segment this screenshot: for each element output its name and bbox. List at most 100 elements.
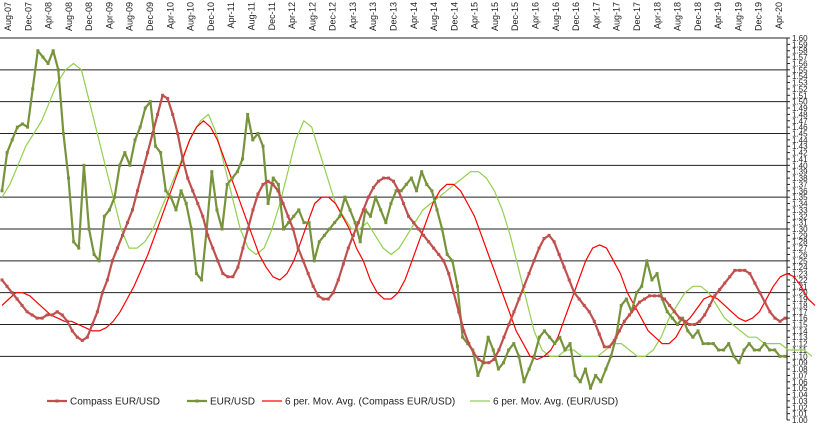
data-point — [26, 125, 30, 129]
data-point — [753, 281, 757, 285]
data-point — [351, 233, 355, 237]
data-point — [5, 151, 9, 155]
data-point — [331, 291, 335, 295]
data-point — [552, 240, 556, 244]
x-tick-label: Apr-10 — [165, 2, 175, 29]
data-point — [627, 313, 631, 317]
y-tick-label: 1.10 — [792, 352, 808, 361]
series-line — [1, 62, 813, 357]
x-tick-label: Aug-14 — [429, 2, 439, 31]
series-line — [1, 120, 816, 361]
data-point — [80, 338, 84, 342]
x-tick-label: Aug-17 — [612, 2, 622, 31]
data-point — [397, 189, 401, 193]
y-tick-label: 1.36 — [792, 187, 808, 196]
data-point — [231, 275, 235, 279]
data-point — [271, 176, 275, 180]
data-point — [321, 297, 325, 301]
y-tick-label: 1.15 — [792, 321, 808, 330]
y-tick-label: 1.27 — [792, 244, 808, 253]
data-point — [487, 361, 491, 365]
data-point — [128, 163, 132, 167]
data-point — [235, 170, 239, 174]
data-point — [151, 132, 155, 135]
data-point — [281, 202, 285, 206]
data-point — [348, 208, 352, 212]
data-point — [171, 112, 175, 116]
data-point — [435, 208, 439, 212]
data-point — [161, 93, 165, 97]
y-tick-label: 1.51 — [792, 91, 808, 100]
data-point — [371, 186, 375, 190]
data-point — [105, 278, 109, 282]
data-point — [718, 287, 722, 291]
data-point — [292, 214, 296, 218]
data-point — [346, 246, 350, 250]
data-point — [75, 335, 79, 339]
data-point — [10, 291, 14, 295]
y-tick-label: 1.21 — [792, 282, 808, 291]
legend-item: 6 per. Mov. Avg. (EUR/USD) — [470, 397, 618, 408]
data-point — [230, 176, 234, 180]
data-point — [336, 278, 340, 282]
data-point — [46, 61, 50, 65]
data-point — [194, 272, 198, 276]
data-point — [40, 316, 44, 320]
data-point — [467, 342, 471, 346]
y-tick-label: 1.42 — [792, 149, 808, 158]
data-point — [778, 319, 782, 323]
data-point — [0, 189, 4, 193]
data-point — [123, 151, 127, 155]
y-tick-label: 1.22 — [792, 276, 808, 285]
data-point — [587, 310, 591, 314]
y-tick-label: 1.32 — [792, 212, 808, 221]
legend-item: EUR/USD — [187, 397, 255, 408]
y-tick-label: 1.31 — [792, 219, 808, 228]
data-point — [512, 310, 516, 314]
data-point — [5, 284, 9, 288]
data-point — [361, 208, 365, 212]
data-point — [676, 323, 680, 326]
data-point — [747, 342, 751, 346]
y-tick-label: 1.04 — [792, 391, 808, 400]
data-point — [548, 335, 552, 339]
y-axis: 1.601.591.581.571.561.551.541.531.521.51… — [787, 34, 808, 425]
data-point — [783, 354, 787, 358]
y-tick-label: 1.09 — [792, 359, 808, 368]
x-tick-label: Aug-18 — [673, 2, 683, 31]
data-point — [184, 202, 188, 206]
data-point — [742, 348, 746, 352]
data-point — [72, 240, 76, 244]
data-point — [512, 342, 516, 346]
data-point — [70, 329, 74, 333]
data-point — [599, 380, 603, 384]
data-point — [557, 252, 561, 256]
data-point — [148, 100, 152, 104]
data-point — [653, 294, 656, 298]
x-tick-label: Aug-09 — [125, 2, 135, 31]
y-tick-label: 1.34 — [792, 200, 808, 209]
y-tick-label: 1.45 — [792, 130, 808, 139]
data-point — [77, 246, 81, 250]
y-tick-label: 1.47 — [792, 117, 808, 126]
data-point — [384, 221, 388, 225]
data-point — [502, 361, 506, 365]
data-point — [706, 342, 710, 346]
y-tick-label: 1.25 — [792, 257, 808, 266]
data-point — [412, 221, 416, 225]
data-point — [206, 233, 210, 237]
y-tick-label: 1.60 — [792, 34, 808, 43]
data-point — [681, 316, 685, 320]
data-point — [200, 278, 204, 282]
data-point — [143, 106, 147, 110]
data-point — [404, 182, 408, 186]
data-point — [752, 348, 756, 352]
y-tick-label: 1.02 — [792, 403, 808, 412]
y-tick-label: 1.33 — [792, 206, 808, 215]
data-point — [376, 179, 380, 183]
data-point — [624, 297, 628, 301]
data-point — [141, 170, 145, 174]
data-point — [673, 310, 677, 314]
data-point — [215, 208, 219, 212]
